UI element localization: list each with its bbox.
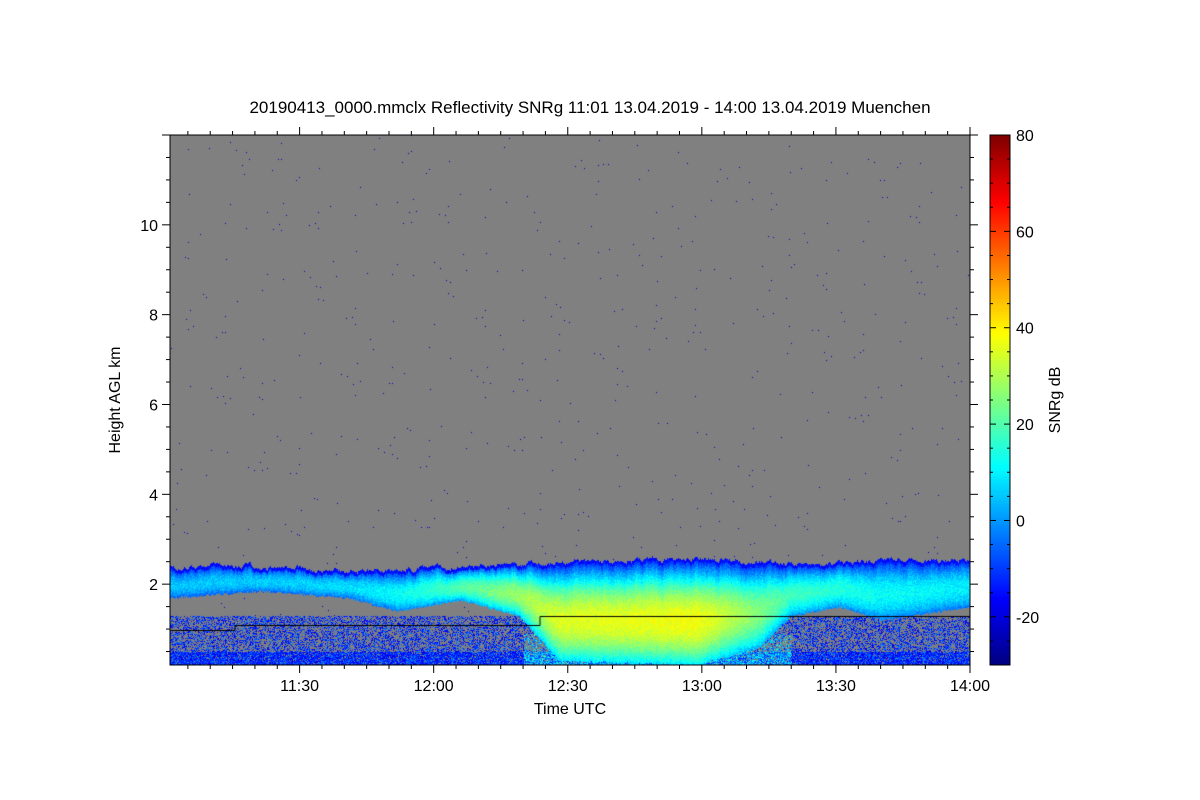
colorbar-tick-label: 60 [1016,224,1034,241]
colorbar-tick-label: 0 [1016,513,1025,530]
colorbar-tick-label: 40 [1016,321,1034,338]
x-tick-label: 14:00 [950,678,990,695]
y-axis-label: Height AGL km [107,346,124,453]
x-tick-label: 13:30 [816,678,856,695]
colorbar-tick-label: -20 [1016,610,1039,627]
x-tick-label: 12:00 [414,678,454,695]
y-tick-label: 2 [149,577,158,594]
heatmap-plot-area [170,135,970,665]
x-tick-label: 12:30 [548,678,588,695]
chart-title: 20190413_0000.mmclx Reflectivity SNRg 11… [249,98,931,117]
y-tick-label: 10 [140,218,158,235]
y-tick-label: 6 [149,397,158,414]
colorbar-tick-label: 20 [1016,417,1034,434]
y-tick-label: 8 [149,308,158,325]
colorbar-tick-label: 80 [1016,128,1034,145]
y-tick-label: 4 [149,487,158,504]
plot-frame [169,134,971,666]
colorbar [990,135,1010,665]
x-tick-label: 11:30 [280,678,319,695]
x-axis-label: Time UTC [534,701,606,718]
x-tick-label: 13:00 [682,678,722,695]
colorbar-label: SNRg dB [1047,367,1064,434]
